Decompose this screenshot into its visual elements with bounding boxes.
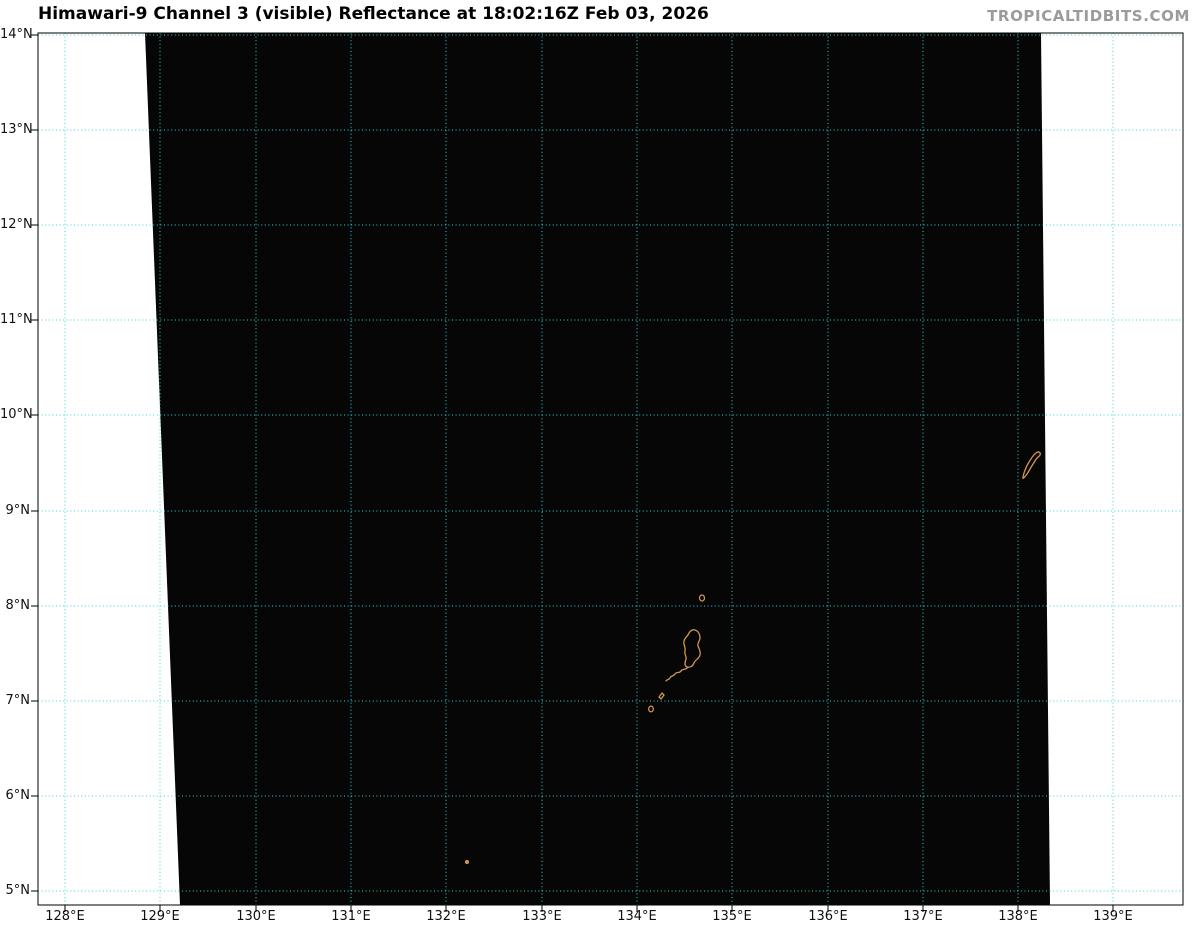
kayangel-atoll-outline	[698, 594, 706, 602]
latitude-label: 8°N	[5, 598, 31, 613]
latitude-label: 11°N	[0, 312, 33, 327]
latitude-label: 7°N	[5, 693, 31, 708]
sonsorol-island-dot	[464, 859, 470, 865]
longitude-label: 130°E	[236, 909, 276, 924]
babeldaob-palau-main-island-outline	[683, 629, 701, 668]
latitude-label: 13°N	[0, 122, 33, 137]
axis-tick-marks	[31, 34, 1114, 912]
longitude-label: 129°E	[140, 909, 180, 924]
longitude-label: 131°E	[331, 909, 371, 924]
latitude-label: 9°N	[5, 503, 31, 518]
longitude-label: 138°E	[998, 909, 1038, 924]
latitude-label: 12°N	[0, 217, 33, 232]
latitude-label: 5°N	[5, 883, 31, 898]
map-border	[37, 32, 1184, 906]
longitude-label: 139°E	[1093, 909, 1133, 924]
longitude-label: 128°E	[45, 909, 85, 924]
latitude-label: 6°N	[5, 788, 31, 803]
latlon-gridlines	[38, 33, 1183, 905]
longitude-label: 136°E	[808, 909, 848, 924]
yap-island-outline	[1022, 451, 1041, 479]
longitude-label: 137°E	[903, 909, 943, 924]
koror-rock-islands-outline	[665, 666, 689, 682]
longitude-label: 132°E	[426, 909, 466, 924]
coastline-overlay	[464, 451, 1041, 865]
peleliu-island-outline	[658, 692, 665, 700]
longitude-label: 133°E	[522, 909, 562, 924]
page-title: Himawari-9 Channel 3 (visible) Reflectan…	[38, 4, 709, 24]
latitude-label: 14°N	[0, 27, 33, 42]
satellite-swath-region	[145, 33, 1050, 905]
tropicaltidbits-watermark: TROPICALTIDBITS.COM	[987, 7, 1190, 25]
longitude-label: 134°E	[617, 909, 657, 924]
latitude-label: 10°N	[0, 407, 33, 422]
longitude-label: 135°E	[712, 909, 752, 924]
angaur-island-outline	[648, 705, 654, 713]
